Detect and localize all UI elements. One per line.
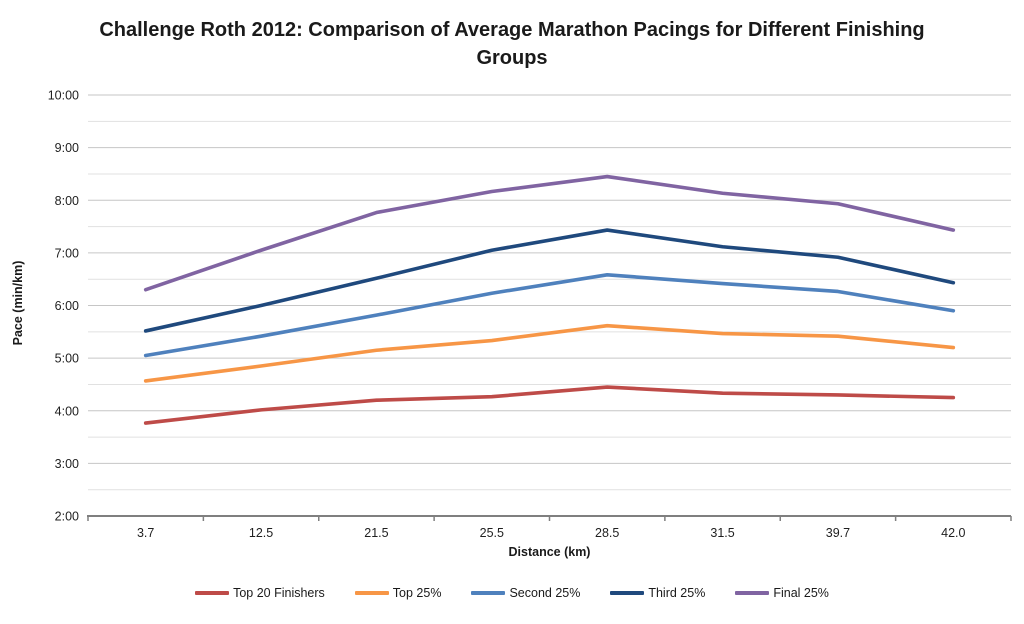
x-tick-label: 39.7 (826, 526, 850, 540)
legend-swatch (610, 591, 645, 595)
y-tick-label: 7:00 (55, 246, 79, 260)
legend-item: Top 25% (354, 586, 442, 600)
series-line-second-25- (143, 273, 956, 358)
series-line-third-25- (143, 228, 956, 333)
legend-swatch (735, 591, 770, 595)
legend-item: Final 25% (735, 586, 829, 600)
legend-label: Top 20 Finishers (233, 586, 325, 600)
x-tick-label: 25.5 (480, 526, 504, 540)
series-line-final-25- (143, 174, 956, 292)
series-line-top-25- (143, 323, 956, 383)
series-line-top-20-finishers (143, 385, 956, 425)
x-tick-label: 12.5 (249, 526, 273, 540)
y-tick-label: 5:00 (55, 352, 79, 366)
legend-item: Second 25% (471, 586, 580, 600)
y-tick-label: 4:00 (55, 404, 79, 418)
y-tick-label: 2:00 (55, 510, 79, 524)
x-tick-label: 21.5 (364, 526, 388, 540)
x-tick-label: 28.5 (595, 526, 619, 540)
y-tick-label: 10:00 (48, 89, 79, 103)
legend-swatch (471, 591, 506, 595)
x-axis-title: Distance (km) (508, 545, 591, 559)
x-tick-label: 3.7 (137, 526, 154, 540)
legend-label: Top 25% (392, 586, 442, 600)
legend-swatch (354, 591, 389, 595)
legend-item: Third 25% (610, 586, 705, 600)
legend: Top 20 Finishers Top 25% Second 25% Third 2… (0, 586, 1024, 600)
x-tick-label: 31.5 (710, 526, 734, 540)
y-tick-label: 8:00 (55, 194, 79, 208)
legend-swatch (195, 591, 230, 595)
chart-title: Challenge Roth 2012: Comparison of Avera… (99, 19, 925, 69)
y-tick-label: 6:00 (55, 299, 79, 313)
x-tick-label: 42.0 (941, 526, 965, 540)
legend-label: Final 25% (773, 586, 829, 600)
y-tick-label: 9:00 (55, 141, 79, 155)
y-tick-label: 3:00 (55, 457, 79, 471)
legend-label: Third 25% (648, 586, 706, 600)
legend-item: Top 20 Finishers (195, 586, 325, 600)
legend-label: Second 25% (509, 586, 581, 600)
